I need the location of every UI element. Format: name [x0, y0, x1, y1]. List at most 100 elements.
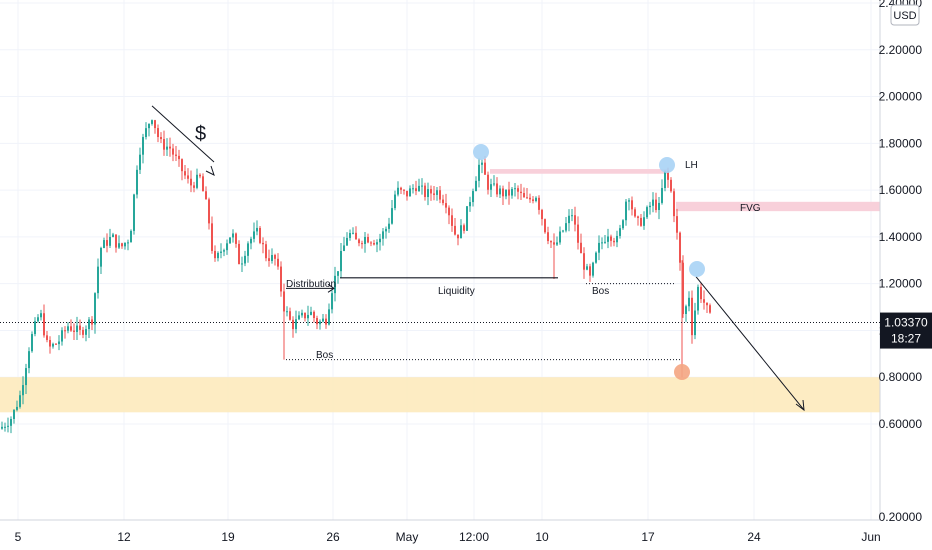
candle-body	[571, 215, 573, 217]
candle-body	[256, 227, 258, 232]
candle-body	[661, 188, 663, 203]
candle-body	[481, 162, 483, 165]
candle-body	[655, 199, 657, 211]
candle-body	[472, 191, 474, 203]
candle-body	[433, 193, 435, 195]
candle-body	[556, 242, 558, 245]
candle-body	[184, 171, 186, 176]
lh-marker	[659, 157, 675, 173]
candle-body	[370, 242, 372, 244]
trend-arrow-left-head	[205, 165, 215, 176]
candle-body	[70, 326, 72, 331]
candle-body	[172, 148, 174, 155]
candle-body	[385, 228, 387, 232]
candle-body	[340, 250, 342, 272]
candle-body	[151, 120, 153, 124]
candle-body	[124, 242, 126, 247]
time-tick-label: 12:00	[459, 530, 489, 544]
candle-body	[289, 311, 291, 320]
candle-body	[670, 179, 672, 192]
candle-body	[445, 203, 447, 208]
candle-body	[61, 330, 63, 342]
current-price-label	[880, 312, 932, 349]
candle-body	[40, 313, 42, 318]
candle-body	[526, 197, 528, 199]
candle-body	[250, 238, 252, 244]
candle-body	[601, 242, 603, 244]
candle-body	[523, 193, 525, 198]
candle-body	[484, 162, 486, 175]
candle-body	[49, 339, 51, 347]
candle-body	[28, 351, 30, 369]
swing-high-marker	[473, 144, 489, 160]
candle-body	[232, 233, 234, 238]
price-tick-label: 0.20000	[879, 510, 923, 524]
candle-body	[427, 189, 429, 198]
candle-body	[583, 253, 585, 270]
candle-body	[667, 170, 669, 180]
currency-badge[interactable]	[890, 4, 920, 26]
candle-body	[133, 194, 135, 231]
candle-body	[88, 319, 90, 330]
candle-body	[562, 230, 564, 232]
candle-body	[535, 197, 537, 202]
candle-body	[415, 188, 417, 192]
price-axis[interactable]: 0.600000.800001.000001.200001.400001.600…	[879, 0, 923, 524]
candle-body	[613, 240, 615, 243]
candle-body	[241, 263, 243, 265]
candle-body	[619, 228, 621, 236]
candle-body	[118, 243, 120, 248]
candle-body	[514, 188, 516, 190]
candle-body	[94, 293, 96, 325]
candle-body	[709, 305, 711, 313]
candle-body	[109, 236, 111, 246]
candle-body	[400, 187, 402, 190]
fvg-zone	[676, 201, 880, 212]
candle-body	[391, 208, 393, 224]
candle-body	[346, 237, 348, 246]
candle-body	[112, 234, 114, 237]
candle-body	[511, 188, 513, 196]
candle-body	[265, 244, 267, 259]
candle-body	[448, 207, 450, 216]
candle-body	[85, 329, 87, 335]
candle-body	[685, 306, 687, 315]
candle-body	[607, 236, 609, 242]
currency-label: USD	[893, 10, 916, 22]
candle-body	[190, 178, 192, 186]
candle-body	[298, 315, 300, 320]
candle-body	[325, 318, 327, 325]
candle-body	[541, 209, 543, 220]
time-tick-label: May	[396, 530, 419, 544]
time-tick-label: 10	[535, 530, 549, 544]
candle-body	[34, 321, 36, 335]
candle-body	[643, 217, 645, 226]
candle-body	[490, 184, 492, 190]
candle-body	[316, 318, 318, 325]
candle-body	[652, 199, 654, 206]
zones	[0, 169, 880, 413]
price-tick-label: 2.20000	[879, 43, 923, 57]
candle-body	[7, 425, 9, 427]
candle-body	[22, 385, 24, 396]
candle-body	[37, 317, 39, 322]
time-axis[interactable]: 5 12 19 26 May 12:00 10 17 24 Jun	[15, 530, 881, 544]
candle-body	[574, 215, 576, 225]
candle-body	[397, 187, 399, 195]
candle-body	[640, 217, 642, 226]
candle-body	[517, 188, 519, 192]
candle-body	[460, 225, 462, 239]
retest-marker	[689, 261, 705, 277]
candle-body	[313, 311, 315, 319]
candle-body	[268, 258, 270, 261]
candle-body	[412, 188, 414, 190]
candle-body	[646, 207, 648, 218]
bos-left-label: Bos	[316, 350, 333, 361]
candle-body	[694, 310, 696, 336]
candle-body	[31, 334, 33, 352]
candle-body	[97, 266, 99, 294]
candle-body	[703, 299, 705, 303]
time-tick-label: 12	[117, 530, 131, 544]
candle-body	[451, 215, 453, 226]
